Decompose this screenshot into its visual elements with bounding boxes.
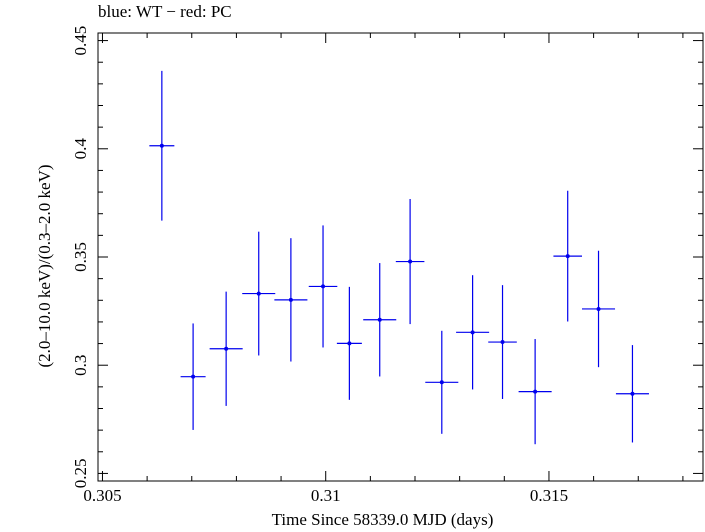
point-marker	[596, 306, 601, 311]
point-marker	[321, 284, 326, 289]
x-tick-label: 0.31	[311, 486, 341, 505]
point-marker	[288, 297, 293, 302]
y-tick-label: 0.4	[71, 138, 90, 160]
data-point	[582, 250, 616, 368]
point-marker	[224, 346, 229, 351]
axis-ticks	[98, 33, 703, 481]
point-marker	[377, 317, 382, 322]
point-marker	[470, 330, 475, 335]
y-tick-label: 0.45	[71, 26, 90, 56]
point-marker	[565, 254, 570, 259]
data-point	[363, 263, 397, 377]
data-point	[456, 275, 490, 390]
data-point	[209, 291, 243, 406]
tick-labels: 0.305 0.31 0.315 0.25 0.3 0.35 0.4 0.45	[71, 26, 568, 505]
data-point	[615, 345, 649, 443]
data-point	[274, 238, 308, 362]
point-marker	[408, 259, 413, 264]
data-point	[518, 339, 552, 445]
x-tick-label: 0.305	[83, 486, 121, 505]
y-tick-label: 0.35	[71, 242, 90, 272]
x-tick-label: 0.315	[530, 486, 568, 505]
point-marker	[256, 291, 261, 296]
data-point	[180, 323, 206, 430]
y-tick-label: 0.25	[71, 459, 90, 489]
x-axis-label: Time Since 58339.0 MJD (days)	[271, 510, 494, 529]
point-marker	[439, 380, 444, 385]
point-marker	[533, 389, 538, 394]
data-point	[488, 285, 517, 399]
data-point	[149, 70, 175, 221]
data-points	[149, 70, 649, 445]
data-point	[242, 231, 276, 356]
point-marker	[347, 341, 352, 346]
y-tick-label: 0.3	[71, 355, 90, 376]
data-point	[336, 286, 362, 400]
point-marker	[500, 340, 505, 345]
plot-frame	[97, 32, 704, 482]
point-marker	[191, 374, 196, 379]
data-point	[395, 198, 425, 325]
data-point	[425, 330, 459, 434]
data-point	[308, 225, 338, 348]
point-marker	[630, 391, 635, 396]
point-marker	[159, 143, 164, 148]
data-point	[553, 190, 582, 322]
chart-title: blue: WT − red: PC	[98, 2, 232, 21]
y-axis-label: (2.0–10.0 keV)/(0.3–2.0 keV)	[35, 164, 54, 368]
